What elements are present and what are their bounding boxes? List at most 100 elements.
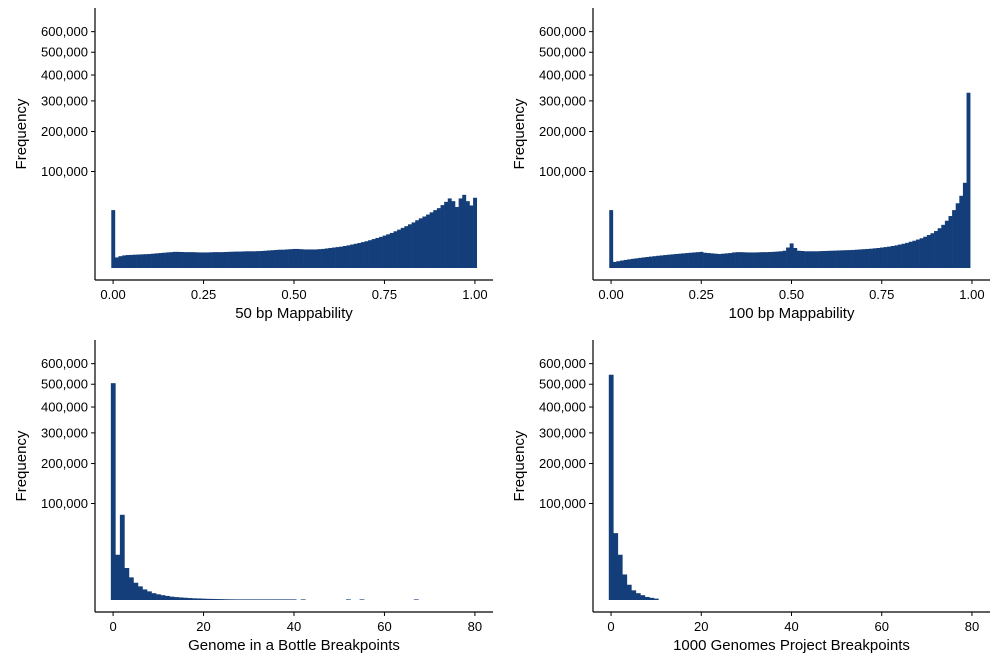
histogram-bar: [284, 249, 289, 268]
histogram-bar: [371, 239, 376, 268]
histogram-bar: [212, 252, 217, 268]
histogram-bar: [879, 247, 884, 268]
y-tick-label: 400,000: [41, 400, 88, 415]
histogram-bar: [357, 243, 362, 268]
histogram-bar: [609, 210, 614, 268]
histogram-bar: [822, 251, 827, 268]
histogram-bar: [404, 226, 409, 268]
histogram-bar: [230, 251, 235, 268]
histogram-bar: [169, 596, 175, 600]
histogram-bar: [440, 205, 445, 268]
histogram-bar: [959, 195, 964, 268]
histogram-bar: [143, 254, 148, 268]
histogram-bar: [154, 253, 159, 268]
histogram-bar: [771, 251, 776, 268]
histogram-bar: [183, 252, 188, 268]
y-ticks: 100,000 200,000 300,000 400,000 500,000 600,0…: [41, 356, 95, 511]
y-tick-label: 300,000: [539, 425, 586, 440]
y-axis: 100,000 200,000 300,000 400,000 500,000 600,0…: [539, 8, 594, 280]
histogram-bar: [926, 235, 931, 268]
histogram-bar: [183, 597, 189, 600]
histogram-bar: [263, 250, 268, 268]
y-tick-label: 500,000: [41, 45, 88, 60]
histogram-bar: [241, 251, 246, 268]
histogram-bar: [346, 599, 351, 600]
histogram-bar: [436, 208, 441, 268]
histogram-bar: [455, 206, 459, 268]
histogram-bar: [248, 251, 253, 268]
x-axis-title: 1000 Genomes Project Breakpoints: [673, 637, 910, 654]
histogram-bar: [346, 245, 351, 268]
histogram-bar: [634, 258, 639, 268]
x-tick-label: 0.75: [372, 287, 397, 302]
histogram-bar: [219, 252, 224, 268]
x-axis: 0.00 0.25 0.50 0.75 1.00: [593, 279, 990, 302]
histogram-bar: [861, 249, 866, 268]
histogram-bar: [353, 243, 358, 268]
histogram-bar: [616, 261, 621, 268]
histogram-bar: [180, 252, 184, 268]
histogram-bar: [237, 251, 242, 268]
histogram-bar: [613, 533, 619, 600]
histogram-bar: [350, 244, 354, 268]
histogram-bar: [955, 203, 960, 268]
y-tick-label: 500,000: [539, 45, 586, 60]
histogram-bar: [119, 514, 125, 600]
histogram-bar: [656, 255, 661, 268]
histogram-bar: [310, 249, 315, 268]
histogram-bar: [190, 252, 195, 268]
histogram-bar: [814, 251, 819, 268]
histogram-bar: [447, 198, 452, 268]
x-tick-label: 0: [109, 619, 116, 634]
y-tick-label: 600,000: [41, 24, 88, 39]
histogram-bar: [652, 256, 657, 268]
histogram-bar: [219, 599, 225, 600]
histogram-bar: [695, 252, 700, 268]
histogram-bar: [306, 249, 311, 268]
y-tick-label: 600,000: [539, 356, 586, 371]
histogram-bar: [227, 251, 231, 268]
y-ticks: 100,000 200,000 300,000 400,000 500,000 600,0…: [539, 356, 593, 511]
histogram-bar: [617, 554, 623, 600]
histogram-bar: [274, 249, 279, 268]
histogram-bar: [397, 229, 402, 268]
x-tick-label: 20: [196, 619, 210, 634]
y-tick-label: 100,000: [41, 164, 88, 179]
histogram-bar: [670, 254, 675, 268]
histogram-bar: [944, 220, 949, 268]
histogram-bar: [966, 92, 971, 268]
x-tick-label: 0.00: [100, 287, 125, 302]
histogram-bar: [847, 250, 852, 268]
histogram-bar: [786, 247, 790, 268]
y-tick-label: 300,000: [41, 425, 88, 440]
histogram-bar: [778, 251, 783, 268]
x-tick-label: 0.25: [191, 287, 216, 302]
histogram-bar: [151, 253, 155, 268]
histogram-bar: [187, 598, 193, 600]
histogram-bar: [937, 228, 942, 268]
histogram-bar: [789, 243, 794, 268]
x-tick-label: 20: [694, 619, 708, 634]
histogram-bar: [111, 210, 116, 268]
histogram-bar: [208, 252, 213, 268]
histogram-bar: [638, 257, 643, 268]
histogram-bar: [796, 250, 801, 268]
histogram-bar: [462, 194, 467, 268]
histogram-bar: [132, 254, 137, 268]
x-tick-label: 60: [874, 619, 888, 634]
histogram-bar: [713, 253, 718, 268]
histogram-bar: [232, 599, 238, 600]
histogram-bar: [612, 261, 617, 268]
histogram-bar: [228, 599, 234, 600]
histogram-bar: [223, 599, 229, 600]
y-axis-title: Frequency: [511, 98, 528, 169]
histogram-bar: [415, 220, 420, 268]
histogram-bar: [359, 599, 365, 600]
histogram-bar: [115, 554, 121, 600]
histogram-bar: [339, 246, 344, 268]
histogram-bar: [299, 249, 304, 268]
histogram-bar: [429, 212, 434, 268]
y-tick-label: 100,000: [539, 496, 586, 511]
histogram-bar: [883, 247, 888, 268]
histogram-bar: [246, 599, 252, 600]
